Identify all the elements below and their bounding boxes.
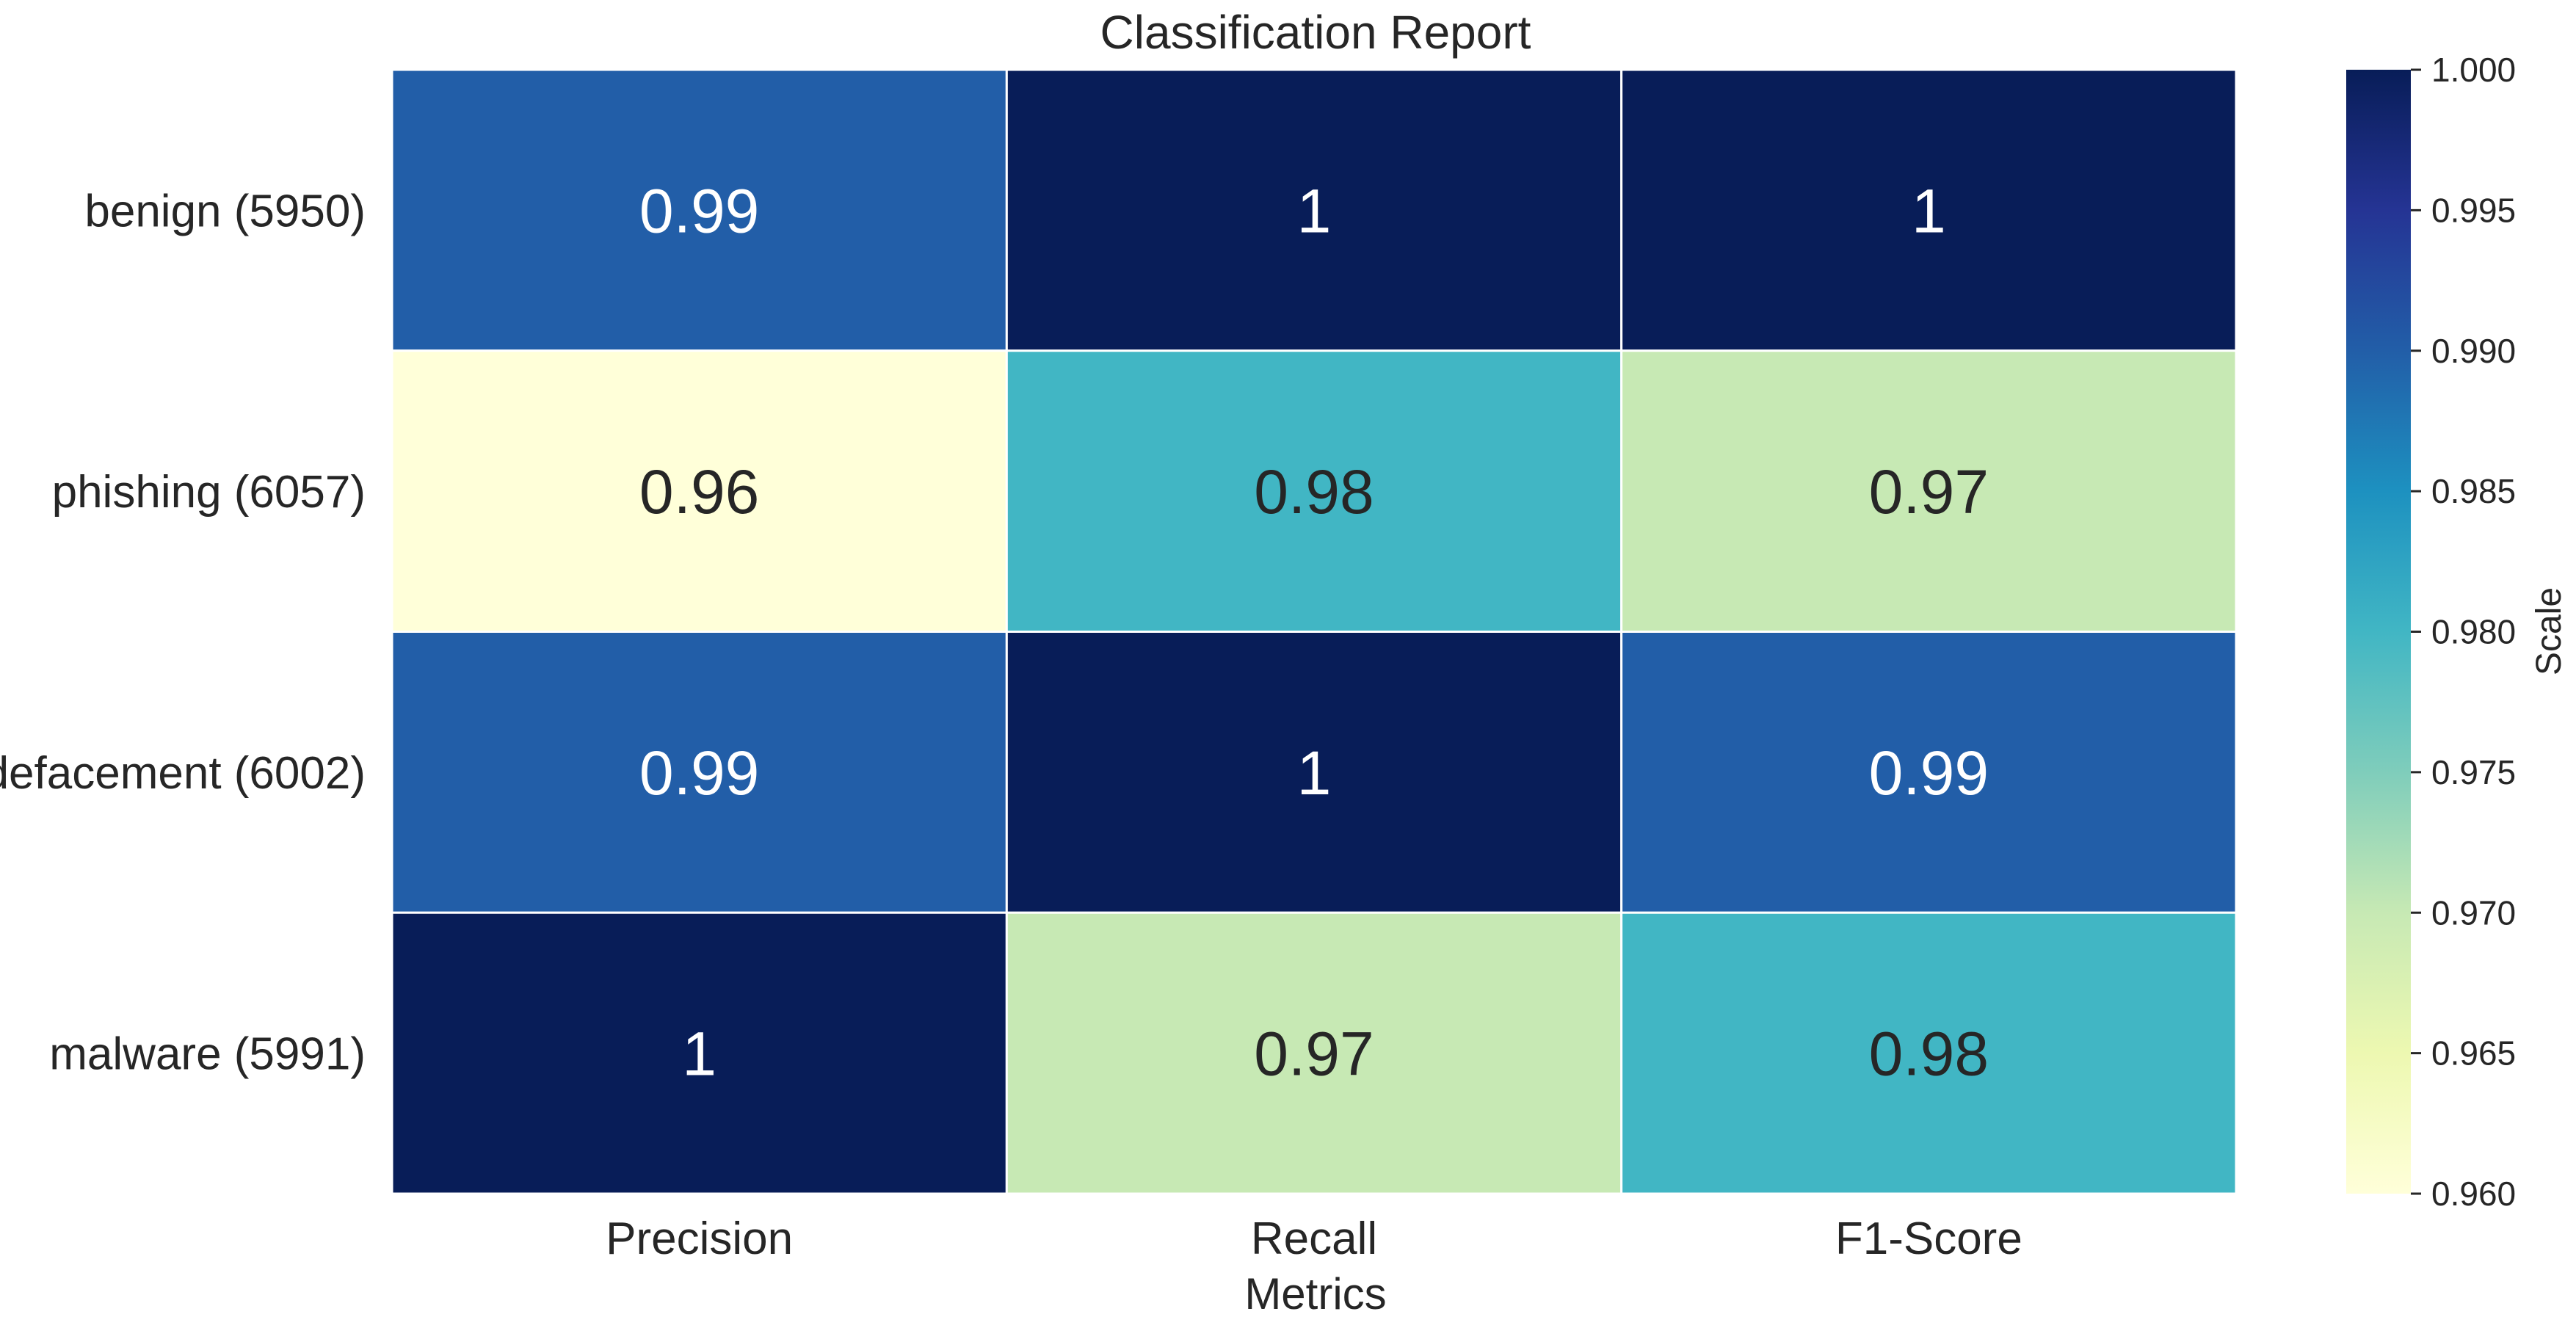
colorbar-tick-label: 0.975: [2431, 753, 2516, 791]
heatmap-cell-label: 0.98: [1869, 1020, 1989, 1089]
row-label: phishing (6057): [52, 467, 366, 518]
heatmap-cell-label: 0.99: [639, 176, 760, 245]
colorbar-gradient: [2346, 70, 2411, 1194]
column-labels: Precision Recall F1-Score: [606, 1213, 2022, 1264]
row-label: benign (5950): [84, 186, 366, 236]
heatmap-cell: [391, 911, 1008, 1195]
heatmap-cell: [1005, 631, 1623, 914]
heatmap-cell-label: 1: [1912, 176, 1946, 245]
colorbar-tick-label: 0.960: [2431, 1175, 2516, 1213]
column-label: F1-Score: [1835, 1213, 2022, 1264]
heatmap-cell-label: 0.97: [1869, 457, 1989, 526]
heatmap-cell: [1005, 349, 1623, 633]
heatmap-cell-label: 0.96: [639, 457, 760, 526]
heatmap-cell: [391, 349, 1008, 633]
heatmap-cell-label: 0.99: [639, 739, 760, 808]
colorbar-tick-label: 0.995: [2431, 191, 2516, 229]
colorbar-tick-label: 0.965: [2431, 1034, 2516, 1073]
heatmap-cell-label: 1: [1297, 739, 1332, 808]
colorbar-label: Scale: [2530, 587, 2569, 675]
heatmap-cells: [391, 68, 2238, 1195]
heatmap-cell: [391, 68, 1008, 352]
column-label: Recall: [1251, 1213, 1377, 1264]
row-labels: benign (5950) phishing (6057) defacement (…: [0, 186, 366, 1079]
colorbar-tick-label: 0.990: [2431, 332, 2516, 370]
colorbar-tick-label: 1.000: [2431, 51, 2516, 89]
column-label: Precision: [606, 1213, 793, 1264]
heatmap-cell-label: 1: [682, 1020, 716, 1089]
colorbar-tick-label: 0.970: [2431, 893, 2516, 932]
heatmap-cell: [1620, 349, 2238, 633]
colorbar-ticks: 0.960 0.965 0.970 0.975 0.980 0.985 0.990 0.995…: [2411, 51, 2516, 1213]
heatmap-cell-label: 1: [1297, 176, 1332, 245]
colorbar: 0.960 0.965 0.970 0.975 0.980 0.985 0.990 0.995…: [2346, 51, 2569, 1213]
heatmap-cell: [1620, 911, 2238, 1195]
colorbar-tick-label: 0.980: [2431, 613, 2516, 651]
row-label: defacement (6002): [0, 748, 366, 799]
heatmap-cell: [1620, 68, 2238, 352]
row-label: malware (5991): [49, 1029, 366, 1080]
chart-title: Classification Report: [1100, 6, 1531, 59]
heatmap-cell-labels: 0.99 1 1 0.96 0.98 0.97 0.99 1 0.99 1 0.97 0.98: [639, 176, 1989, 1088]
heatmap-cell-label: 0.97: [1254, 1020, 1374, 1089]
x-axis-title: Metrics: [1244, 1269, 1386, 1318]
heatmap-cell: [391, 631, 1008, 914]
heatmap-cell-label: 0.99: [1869, 739, 1989, 808]
colorbar-tick-label: 0.985: [2431, 472, 2516, 510]
heatmap-cell-label: 0.98: [1254, 457, 1374, 526]
heatmap-cell: [1005, 68, 1623, 352]
